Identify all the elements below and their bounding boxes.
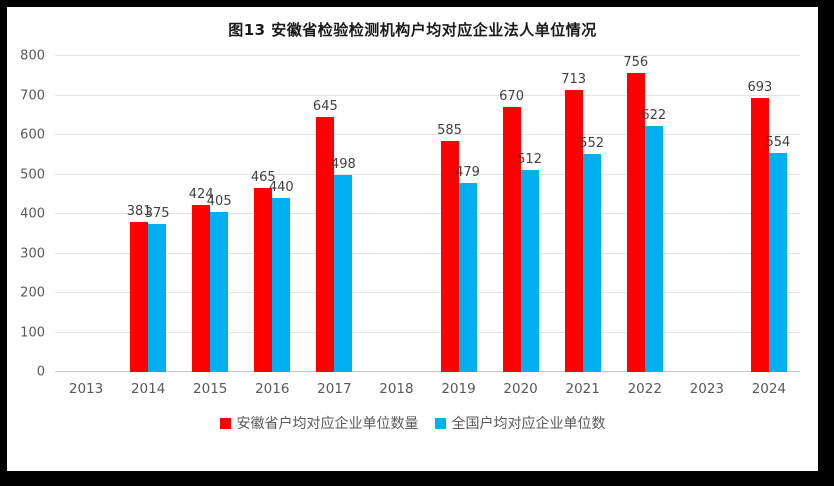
y-axis-tick-label: 700 [20,88,45,103]
bar-pair: 381 375 [127,56,170,372]
category-slot: 585 479 [427,56,489,372]
legend-swatch-icon [434,417,446,429]
bar-value-label: 479 [455,164,480,180]
gridline [55,134,800,135]
x-axis-tick-label: 2016 [255,381,290,397]
bar-pair: 756 622 [623,55,666,372]
category-slot [55,56,117,372]
bar: 405 [207,194,232,372]
x-axis-tick-label: 2022 [627,381,662,397]
bar: 440 [269,180,294,372]
bar-pair: 424 405 [189,56,232,372]
gridline [55,252,800,254]
bar-value-label: 713 [561,72,587,88]
plot-slots: 381 375 424 405 465 440 645 498 585 479 670 512 713 5… [55,55,800,372]
bar-value-label: 552 [579,135,605,151]
bar-pair: 713 552 [561,56,604,372]
bar: 622 [641,108,666,372]
bar-value-label: 375 [144,205,170,221]
x-axis-tick-label: 2014 [130,381,166,397]
bar-value-label: 381 [126,203,152,219]
category-slot: 693 554 [738,56,800,372]
x-axis-tick-label: 2018 [379,381,414,397]
bar-value-label: 670 [499,89,524,105]
bar: 424 [189,187,214,372]
bar: 645 [313,99,338,372]
legend-label: 安徽省户均对应企业单位数量 [236,416,419,432]
x-axis-labels: 2013 2014 2015 2016 2017 2018 2019 2020 2021 2022… [55,372,800,397]
category-slot: 670 512 [490,56,552,372]
chart-title: 图13 安徽省检验检测机构户均对应企业法人单位情况 [228,21,597,39]
bar-value-label: 554 [765,135,791,151]
legend-label: 全国户均对应企业单位数 [451,416,606,432]
bar: 756 [623,55,648,372]
gridline [55,371,800,372]
legend-item: 全国户均对应企业单位数 [434,413,606,433]
bar: 512 [517,152,542,372]
bar: 693 [747,80,772,372]
y-axis-tick-label: 300 [20,246,45,261]
bar-value-label: 498 [330,157,356,173]
category-slot: 645 498 [303,56,365,372]
bar: 479 [455,165,480,372]
category-slot [365,56,427,372]
gridline [55,173,800,175]
legend: 安徽省户均对应企业单位数量 全国户均对应企业单位数 [7,413,818,433]
y-axis-tick-label: 100 [20,325,45,340]
bar-pair: 645 498 [313,56,356,372]
bar-value-label: 405 [206,194,232,210]
bar-value-label: 465 [250,170,276,186]
x-axis-tick-label: 2024 [751,381,787,397]
category-slot: 713 552 [552,56,614,372]
category-slot: 424 405 [179,56,241,372]
bar-value-label: 622 [641,108,667,124]
bar-value-label: 440 [268,180,294,196]
category-slot: 381 375 [117,56,179,372]
gridline [55,55,800,56]
bar-value-label: 645 [312,99,338,115]
bar: 670 [499,89,524,372]
gridline [55,213,800,214]
gridline [55,331,800,333]
bar-value-label: 693 [747,80,773,96]
x-axis-tick-label: 2015 [193,381,228,397]
bar-value-label: 424 [188,186,214,202]
bar-pair: 693 554 [747,56,790,372]
gridline [55,292,800,293]
x-axis-tick-label: 2021 [565,381,600,397]
category-slot: 465 440 [241,56,303,372]
bar-pair: 670 512 [499,56,542,372]
bar-value-label: 512 [517,151,542,167]
bar: 465 [251,170,276,372]
y-axis-tick-label: 600 [20,127,45,143]
x-axis-tick-label: 2019 [441,381,476,397]
gridline [55,94,800,96]
x-axis-tick-label: 2013 [68,381,104,397]
bar: 554 [765,135,790,372]
x-axis-tick-label: 2020 [503,381,538,397]
legend-swatch-icon [219,417,231,429]
x-axis-tick-label: 2017 [317,381,352,397]
category-slot: 756 622 [614,55,676,372]
bar: 375 [145,206,170,372]
bar-pair: 585 479 [437,56,480,372]
bar-value-label: 585 [437,122,462,138]
plot-area: 381 375 424 405 465 440 645 498 585 479 670 512 713 5… [20,49,800,380]
bar: 713 [561,72,586,372]
y-axis-tick-label: 0 [36,364,45,380]
y-axis-tick-label: 500 [20,167,45,182]
bar: 381 [127,204,152,372]
x-axis-tick-label: 2023 [689,381,724,397]
category-slot [676,56,738,372]
y-axis-tick-label: 200 [20,285,45,301]
bar-value-label: 756 [623,55,649,71]
bar: 498 [331,157,356,372]
y-axis-tick-label: 400 [20,206,45,222]
bar: 585 [437,123,462,372]
bar: 552 [579,136,604,372]
y-axis-tick-label: 800 [20,48,45,64]
bar-pair: 465 440 [251,56,294,372]
legend-item: 安徽省户均对应企业单位数量 [219,413,419,433]
